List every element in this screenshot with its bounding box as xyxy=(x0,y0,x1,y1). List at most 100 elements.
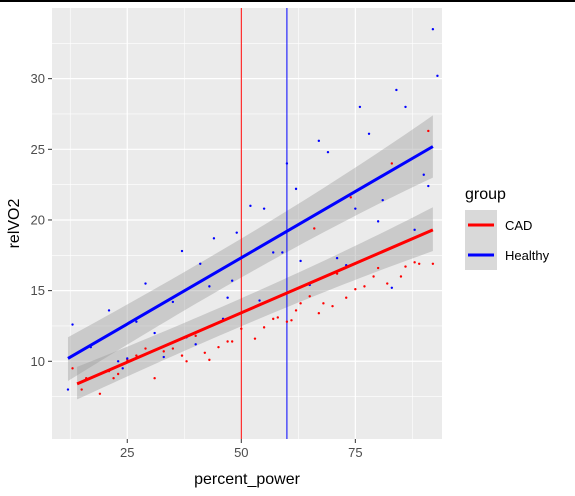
data-point xyxy=(299,259,302,263)
data-point xyxy=(367,132,371,135)
data-point xyxy=(240,327,243,330)
data-point xyxy=(413,228,416,232)
y-tick-label: 10 xyxy=(31,354,45,369)
data-point xyxy=(376,220,380,223)
data-point xyxy=(194,334,197,338)
data-point xyxy=(281,251,284,254)
fit-lines xyxy=(67,145,434,386)
data-point xyxy=(162,350,165,353)
data-point xyxy=(413,261,416,264)
x-axis-title: percent_power xyxy=(194,471,301,488)
data-point xyxy=(226,296,229,299)
data-point xyxy=(153,331,156,335)
data-point xyxy=(116,360,120,363)
data-point xyxy=(235,231,238,234)
data-point xyxy=(230,279,234,282)
data-point xyxy=(208,285,211,288)
data-point xyxy=(194,343,197,346)
confidence-ribbons xyxy=(67,115,433,400)
data-point xyxy=(112,377,115,380)
data-point xyxy=(345,296,348,299)
data-point xyxy=(212,237,216,240)
tick-labels: 25 50 75 10 15 20 25 30 xyxy=(31,71,363,460)
data-point xyxy=(171,347,175,350)
data-point xyxy=(381,198,384,202)
data-point xyxy=(262,207,266,210)
data-point xyxy=(294,187,298,191)
fit-line xyxy=(67,145,434,360)
y-axis-title: relVO2 xyxy=(6,199,23,249)
legend-label: CAD xyxy=(505,218,532,233)
data-point xyxy=(253,337,257,340)
data-point xyxy=(285,320,289,323)
data-point xyxy=(417,262,421,265)
data-point xyxy=(436,74,439,78)
data-point xyxy=(354,288,357,291)
data-point xyxy=(208,358,211,362)
data-point xyxy=(399,275,403,278)
y-tick-label: 20 xyxy=(31,212,45,227)
data-point xyxy=(299,302,302,305)
data-point xyxy=(126,357,129,360)
data-point xyxy=(390,162,394,165)
data-point xyxy=(171,300,175,304)
data-point xyxy=(349,196,352,199)
data-point xyxy=(317,312,321,315)
data-point xyxy=(390,286,394,289)
data-point xyxy=(326,150,330,154)
data-point xyxy=(386,282,389,285)
axis-ticks xyxy=(48,78,356,443)
legend-label: Healthy xyxy=(505,248,550,263)
data-point xyxy=(331,304,334,308)
x-tick-label: 25 xyxy=(120,445,134,460)
data-point xyxy=(258,299,261,302)
data-point xyxy=(272,317,275,321)
data-point xyxy=(294,309,298,312)
data-point xyxy=(185,360,188,363)
data-point xyxy=(180,354,184,357)
y-tick-label: 15 xyxy=(31,283,45,298)
legend: group CAD Healthy xyxy=(465,186,550,270)
data-point xyxy=(335,256,339,260)
data-point xyxy=(71,367,74,370)
confidence-ribbon xyxy=(67,115,433,382)
confidence-ribbon xyxy=(77,207,433,400)
data-point xyxy=(290,319,293,322)
top-border-line xyxy=(0,0,575,2)
data-point xyxy=(285,162,289,165)
x-tick-label: 75 xyxy=(348,445,362,460)
data-point xyxy=(71,323,74,326)
data-point xyxy=(80,388,83,391)
data-point xyxy=(199,262,202,265)
x-tick-label: 50 xyxy=(234,445,248,460)
data-point xyxy=(98,392,102,395)
data-point xyxy=(249,204,252,208)
data-point xyxy=(308,295,311,298)
y-tick-label: 25 xyxy=(31,142,45,157)
data-point xyxy=(162,355,165,359)
data-point xyxy=(66,388,70,391)
data-point xyxy=(107,309,111,312)
data-point xyxy=(180,249,184,253)
data-point xyxy=(363,285,366,288)
data-point xyxy=(422,173,425,176)
data-point xyxy=(144,282,147,285)
data-point xyxy=(395,88,398,92)
fit-line xyxy=(76,228,434,386)
data-point xyxy=(276,316,279,319)
data-point xyxy=(376,266,380,270)
data-point xyxy=(116,372,120,376)
reference-vertical-lines xyxy=(240,8,288,439)
data-point xyxy=(372,275,375,278)
data-point xyxy=(135,320,138,323)
data-point xyxy=(427,184,430,188)
legend-title: group xyxy=(465,186,506,203)
data-point xyxy=(272,251,275,254)
data-point xyxy=(431,27,435,31)
data-point xyxy=(317,139,321,143)
data-point xyxy=(121,367,124,370)
data-point xyxy=(354,207,357,210)
data-point xyxy=(427,129,430,133)
data-point xyxy=(431,262,435,265)
